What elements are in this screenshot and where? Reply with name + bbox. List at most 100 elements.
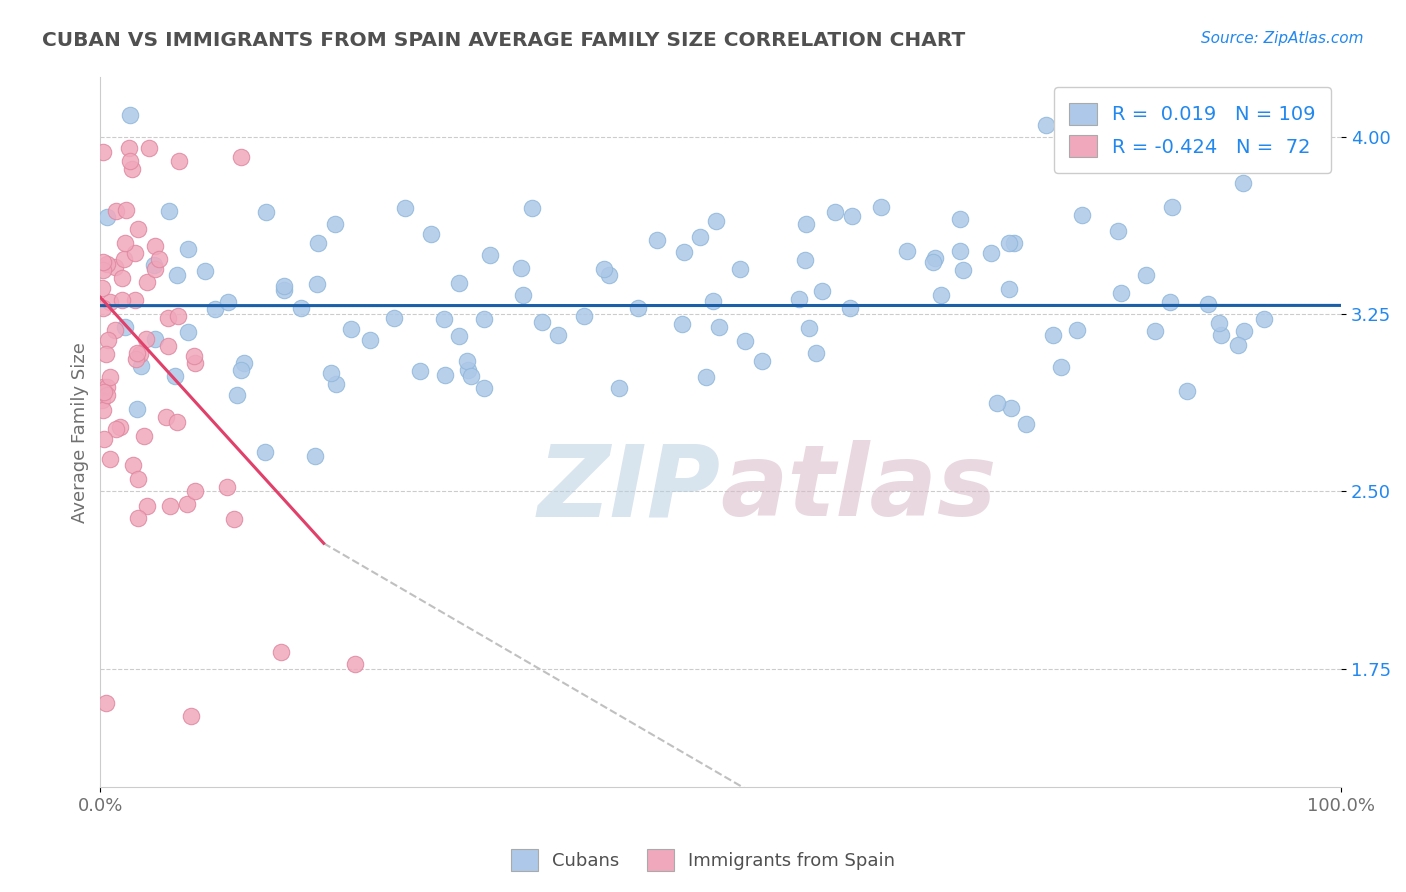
Point: [91, 301, 114, 316]
Y-axis label: Average Family Size: Average Family Size: [72, 342, 89, 523]
Point: [134, 429, 156, 443]
Legend: R =  0.019   N = 109, R = -0.424   N =  72: R = 0.019 N = 109, R = -0.424 N = 72: [1054, 87, 1331, 173]
Point: [343, 657, 366, 671]
Point: [1135, 268, 1157, 282]
Point: [1159, 294, 1181, 309]
Point: [304, 449, 326, 463]
Point: [183, 349, 205, 363]
Point: [104, 260, 127, 274]
Point: [1208, 316, 1230, 330]
Point: [627, 301, 650, 315]
Point: [93, 432, 115, 446]
Point: [1050, 359, 1073, 374]
Point: [321, 366, 343, 380]
Point: [948, 212, 970, 227]
Point: [394, 201, 416, 215]
Point: [91, 255, 114, 269]
Point: [104, 422, 127, 436]
Point: [121, 161, 143, 176]
Point: [797, 321, 820, 335]
Point: [125, 352, 148, 367]
Point: [226, 388, 249, 402]
Legend: Cubans, Immigrants from Spain: Cubans, Immigrants from Spain: [503, 842, 903, 879]
Point: [114, 320, 136, 334]
Point: [702, 294, 724, 309]
Point: [93, 385, 115, 400]
Point: [166, 415, 188, 429]
Point: [1253, 312, 1275, 326]
Point: [671, 317, 693, 331]
Point: [457, 363, 479, 377]
Point: [1232, 177, 1254, 191]
Point: [125, 346, 148, 360]
Point: [96, 210, 118, 224]
Point: [806, 346, 828, 360]
Point: [98, 370, 121, 384]
Point: [177, 325, 200, 339]
Point: [1175, 384, 1198, 399]
Point: [598, 268, 620, 282]
Point: [870, 200, 893, 214]
Point: [111, 293, 134, 307]
Point: [91, 402, 114, 417]
Point: [108, 420, 131, 434]
Point: [339, 321, 361, 335]
Point: [91, 145, 114, 159]
Point: [290, 301, 312, 315]
Point: [509, 260, 531, 275]
Point: [122, 458, 145, 472]
Point: [127, 511, 149, 525]
Point: [1035, 118, 1057, 132]
Point: [645, 233, 668, 247]
Point: [1197, 297, 1219, 311]
Point: [305, 277, 328, 291]
Point: [96, 380, 118, 394]
Point: [547, 327, 569, 342]
Point: [986, 395, 1008, 409]
Text: ZIP: ZIP: [537, 441, 721, 537]
Point: [706, 214, 728, 228]
Point: [512, 288, 534, 302]
Point: [127, 221, 149, 235]
Point: [157, 204, 180, 219]
Point: [120, 108, 142, 122]
Point: [433, 312, 456, 326]
Point: [166, 309, 188, 323]
Point: [166, 268, 188, 282]
Point: [145, 262, 167, 277]
Point: [96, 387, 118, 401]
Point: [449, 277, 471, 291]
Point: [184, 356, 207, 370]
Point: [734, 334, 756, 349]
Point: [229, 150, 252, 164]
Point: [231, 363, 253, 377]
Point: [93, 263, 115, 277]
Point: [155, 410, 177, 425]
Point: [128, 347, 150, 361]
Point: [1015, 417, 1038, 431]
Point: [841, 209, 863, 223]
Point: [307, 235, 329, 250]
Point: [143, 333, 166, 347]
Point: [184, 484, 207, 499]
Point: [794, 253, 817, 268]
Point: [224, 512, 246, 526]
Point: [104, 204, 127, 219]
Point: [479, 248, 502, 262]
Point: [273, 279, 295, 293]
Point: [409, 363, 432, 377]
Point: [96, 347, 118, 361]
Point: [593, 261, 616, 276]
Point: [127, 472, 149, 486]
Point: [1227, 338, 1250, 352]
Point: [176, 242, 198, 256]
Point: [998, 282, 1021, 296]
Point: [672, 244, 695, 259]
Point: [148, 252, 170, 267]
Point: [118, 141, 141, 155]
Point: [695, 370, 717, 384]
Point: [472, 311, 495, 326]
Point: [420, 227, 443, 241]
Point: [1070, 208, 1092, 222]
Point: [142, 258, 165, 272]
